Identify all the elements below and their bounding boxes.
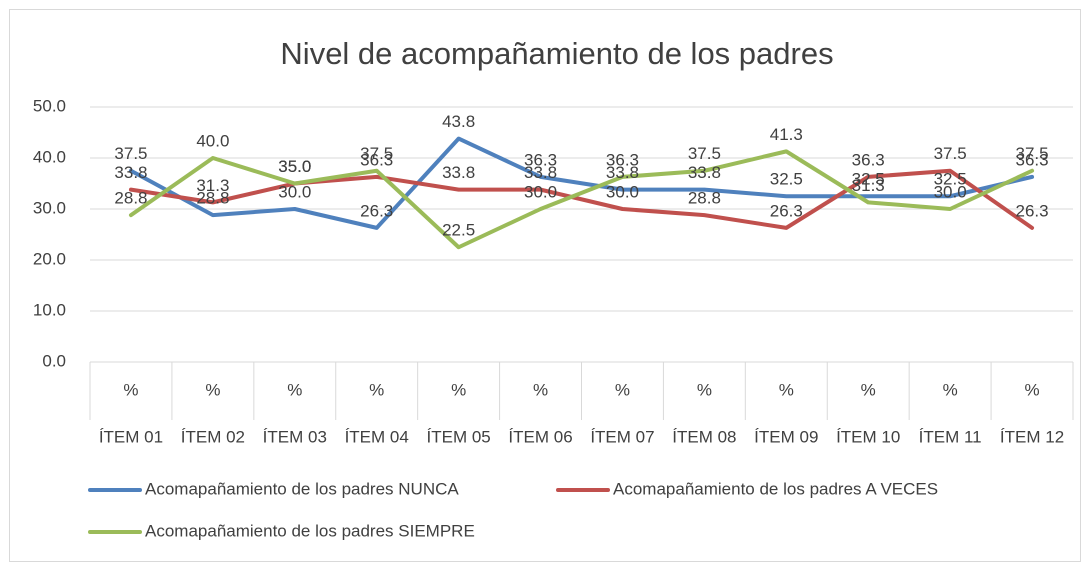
x-subcategory-label: % bbox=[943, 380, 958, 399]
data-label: 26.3 bbox=[360, 201, 393, 220]
x-subcategory-label: % bbox=[861, 380, 876, 399]
x-tick-label: ÍTEM 12 bbox=[1000, 427, 1064, 446]
data-label: 33.8 bbox=[606, 163, 639, 182]
y-tick-label: 0.0 bbox=[42, 351, 66, 370]
line bbox=[128, 136, 1035, 230]
data-label: 33.8 bbox=[688, 163, 721, 182]
x-tick-label: ÍTEM 05 bbox=[427, 427, 491, 446]
x-tick-label: ÍTEM 07 bbox=[590, 427, 654, 446]
data-label: 32.5 bbox=[934, 170, 967, 189]
x-subcategory-label: % bbox=[1024, 380, 1039, 399]
y-tick-label: 10.0 bbox=[33, 300, 66, 319]
x-subcategory-label: % bbox=[287, 380, 302, 399]
x-tick-label: ÍTEM 10 bbox=[836, 427, 900, 446]
data-label: 36.3 bbox=[852, 150, 885, 169]
data-label: 36.3 bbox=[524, 150, 557, 169]
data-label: 30.0 bbox=[524, 182, 557, 201]
data-label: 36.3 bbox=[606, 150, 639, 169]
x-subcategory-label: % bbox=[615, 380, 630, 399]
data-label: 28.8 bbox=[114, 189, 147, 208]
data-label: 35.0 bbox=[278, 157, 311, 176]
legend-label: Acomapañamiento de los padres A VECES bbox=[613, 479, 938, 498]
data-label: 37.5 bbox=[114, 144, 147, 163]
y-tick-label: 50.0 bbox=[33, 96, 66, 115]
y-tick-label: 30.0 bbox=[33, 198, 66, 217]
x-tick-label: ÍTEM 03 bbox=[263, 427, 327, 446]
chart-title: Nivel de acompañamiento de los padres bbox=[280, 36, 833, 71]
data-label: 32.5 bbox=[770, 170, 803, 189]
data-label: 28.8 bbox=[688, 189, 721, 208]
data-label: 37.5 bbox=[934, 144, 967, 163]
data-label: 33.8 bbox=[524, 163, 557, 182]
data-label: 35.0 bbox=[278, 157, 311, 176]
data-label: 32.5 bbox=[852, 170, 885, 189]
x-subcategory-label: % bbox=[697, 380, 712, 399]
x-tick-label: ÍTEM 01 bbox=[99, 427, 163, 446]
data-label: 41.3 bbox=[770, 125, 803, 144]
data-label: 28.8 bbox=[196, 189, 229, 208]
data-label: 33.8 bbox=[442, 163, 475, 182]
x-subcategory-label: % bbox=[123, 380, 138, 399]
legend-label: Acomapañamiento de los padres NUNCA bbox=[145, 479, 459, 498]
data-label: 37.5 bbox=[360, 144, 393, 163]
data-label: 31.3 bbox=[852, 176, 885, 195]
data-label: 22.5 bbox=[442, 221, 475, 240]
data-label: 37.5 bbox=[688, 144, 721, 163]
x-subcategory-label: % bbox=[451, 380, 466, 399]
x-subcategory-label: % bbox=[533, 380, 548, 399]
x-tick-label: ÍTEM 02 bbox=[181, 427, 245, 446]
data-label: 30.0 bbox=[278, 182, 311, 201]
data-label: 40.0 bbox=[196, 131, 229, 150]
x-tick-label: ÍTEM 06 bbox=[508, 427, 572, 446]
line bbox=[128, 168, 1035, 230]
x-tick-label: ÍTEM 08 bbox=[672, 427, 736, 446]
x-tick-label: ÍTEM 11 bbox=[919, 427, 982, 446]
x-subcategory-label: % bbox=[369, 380, 384, 399]
data-label: 26.3 bbox=[1015, 201, 1048, 220]
legend-label: Acomapañamiento de los padres SIEMPRE bbox=[145, 521, 475, 540]
data-label: 37.5 bbox=[1015, 144, 1048, 163]
data-label: 43.8 bbox=[442, 112, 475, 131]
data-label: 36.3 bbox=[1015, 150, 1048, 169]
data-label: 36.3 bbox=[360, 150, 393, 169]
x-subcategory-label: % bbox=[779, 380, 794, 399]
line bbox=[128, 149, 1035, 250]
y-tick-label: 40.0 bbox=[33, 147, 66, 166]
chart-border bbox=[9, 9, 1081, 562]
data-label: 33.8 bbox=[114, 163, 147, 182]
data-label: 30.0 bbox=[606, 182, 639, 201]
y-tick-label: 20.0 bbox=[33, 249, 66, 268]
x-tick-label: ÍTEM 09 bbox=[754, 427, 818, 446]
data-label: 30.0 bbox=[934, 182, 967, 201]
x-subcategory-label: % bbox=[205, 380, 220, 399]
data-label: 31.3 bbox=[196, 176, 229, 195]
x-tick-label: ÍTEM 04 bbox=[345, 427, 409, 446]
data-label: 26.3 bbox=[770, 201, 803, 220]
